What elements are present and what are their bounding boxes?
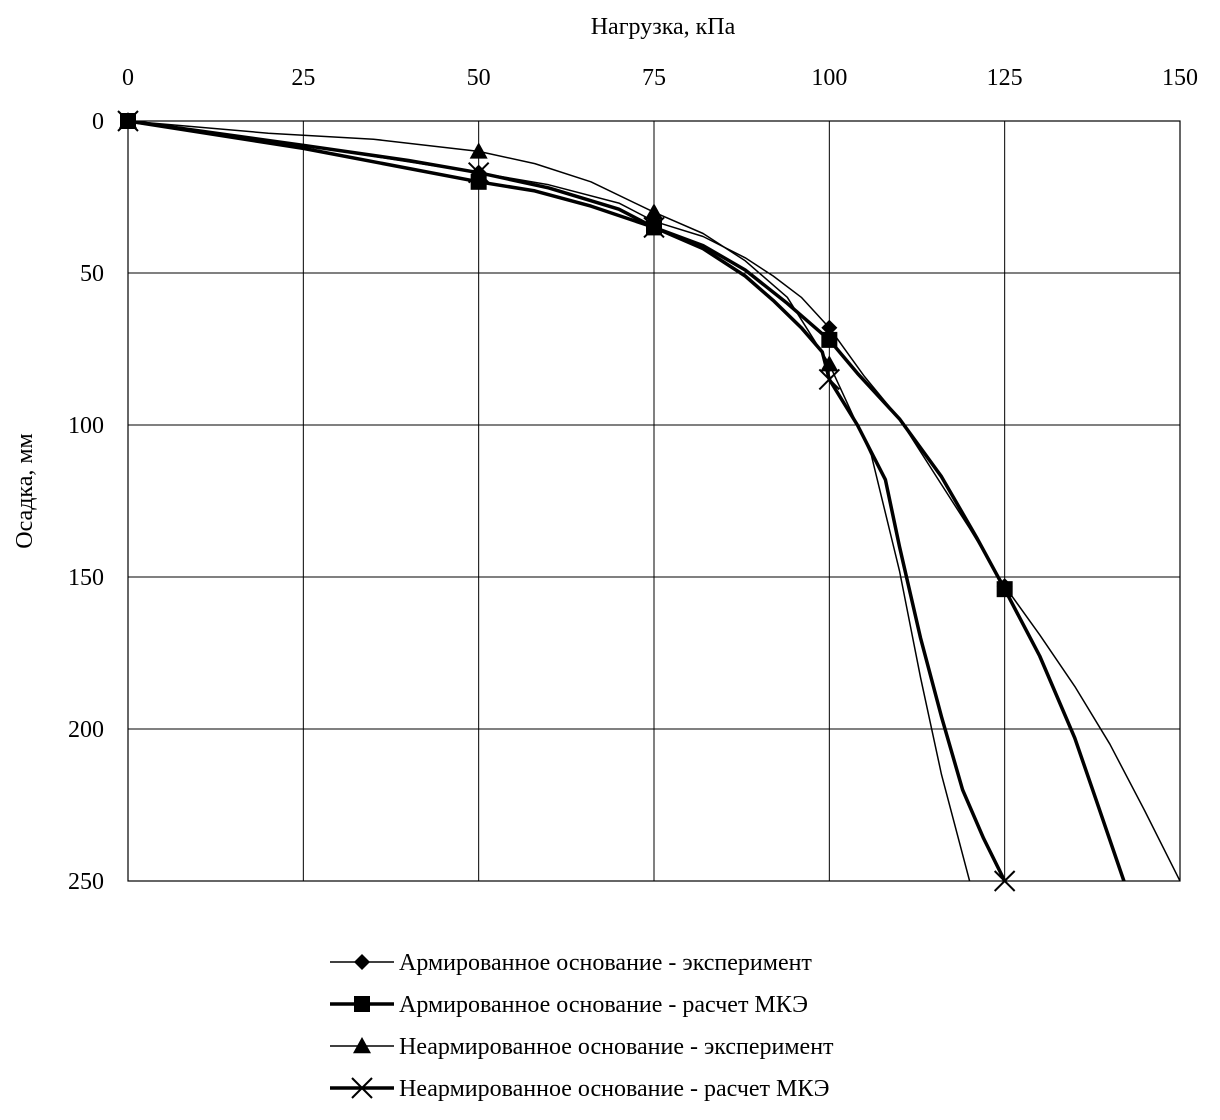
marker-x: [643, 216, 665, 239]
marker-square: [821, 331, 838, 348]
legend-marker-x: [351, 1077, 373, 1099]
x-tick-label: 100: [811, 65, 847, 91]
y-tick-label: 250: [68, 869, 104, 895]
y-tick-label: 150: [68, 565, 104, 591]
series-line-3: [128, 121, 971, 881]
x-tick-label: 125: [987, 65, 1023, 91]
legend-marker-triangle: [353, 1037, 371, 1054]
x-tick-label: 25: [291, 65, 315, 91]
x-axis-title: Нагрузка, кПа: [591, 14, 736, 40]
legend-item: Армированное основание - эксперимент: [330, 950, 812, 976]
marker-triangle: [820, 355, 839, 372]
y-tick-label: 0: [92, 109, 104, 135]
markers-layer: [117, 110, 1016, 892]
legend-label: Армированное основание - расчет МКЭ: [399, 992, 808, 1018]
legend-label: Неармированное основание - расчет МКЭ: [399, 1076, 830, 1102]
marker-diamond: [821, 319, 838, 336]
y-tick-label: 200: [68, 717, 104, 743]
x-tick-label: 75: [642, 65, 666, 91]
x-tick-label: 150: [1162, 65, 1198, 91]
series-line-2: [128, 121, 1126, 881]
marker-x: [117, 110, 139, 132]
y-tick-label: 100: [68, 413, 104, 439]
marker-x: [818, 368, 841, 391]
series-line-4: [128, 121, 1007, 881]
marker-square: [996, 581, 1013, 598]
legend-label: Армированное основание - эксперимент: [399, 950, 812, 976]
x-tick-label: 50: [467, 65, 491, 91]
marker-x: [993, 870, 1016, 892]
y-tick-label: 50: [80, 261, 104, 287]
plot-area: [127, 120, 1181, 882]
y-axis-title: Осадка, мм: [12, 433, 38, 548]
x-axis-ticks: 0 25 50 75 100 125 150: [122, 65, 1198, 91]
marker-square: [470, 173, 487, 190]
legend-item: Неармированное основание - расчет МКЭ: [330, 1076, 830, 1102]
legend-marker-diamond: [354, 954, 370, 970]
legend-marker-square: [354, 996, 370, 1012]
marker-x: [467, 161, 490, 184]
legend: Армированное основание - эксперимент Арми…: [330, 950, 834, 1102]
marker-triangle: [645, 203, 663, 220]
legend-item: Армированное основание - расчет МКЭ: [330, 992, 808, 1018]
y-axis-ticks: 0 50 100 150 200 250: [68, 109, 104, 895]
legend-label: Неармированное основание - эксперимент: [399, 1034, 834, 1060]
marker-triangle: [469, 142, 488, 159]
legend-item: Неармированное основание - эксперимент: [330, 1034, 834, 1060]
x-tick-label: 0: [122, 65, 134, 91]
